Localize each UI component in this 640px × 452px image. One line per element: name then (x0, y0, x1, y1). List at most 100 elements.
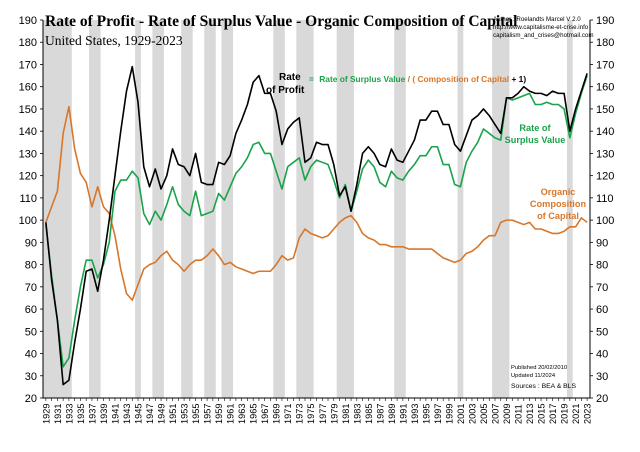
x-tick-label: 2011 (514, 404, 524, 424)
y-tick-label-right: 100 (596, 215, 614, 227)
annotation-rsv-line2: Surplus Value (505, 135, 566, 145)
x-tick-label: 1997 (433, 404, 443, 424)
recession-band (181, 20, 193, 398)
author-url: http://www.capitalisme-et-crise.info (493, 24, 589, 31)
x-tick-label: 1945 (134, 404, 144, 424)
x-tick-label: 1939 (99, 404, 109, 424)
y-tick-label-right: 190 (596, 15, 614, 27)
y-axis-left: 20 30 40 50 60 70 80 90 100 110 120 130 140 150 160 170… (19, 15, 43, 405)
x-tick-label: 1929 (41, 404, 51, 424)
sources-note: Sources : BEA & BLS (511, 383, 576, 390)
series-line-organic-composition-of-capital (45, 105, 588, 301)
x-tick-label: 1963 (237, 404, 247, 424)
y-tick-label-right: 20 (596, 393, 608, 405)
x-tick-label: 1969 (272, 404, 282, 424)
recession-band (89, 20, 101, 398)
recession-band (152, 20, 164, 398)
x-tick-label: 1971 (283, 404, 293, 424)
x-tick-label: 1949 (157, 404, 167, 424)
annotation-occ-line2: Composition (530, 199, 587, 209)
y-tick-label-left: 180 (19, 37, 37, 49)
annotation-rsv-line1: Rate of (519, 123, 551, 133)
legend-rate-of-profit-line1: Rate (279, 72, 301, 83)
legend-tail: + 1) (511, 74, 526, 84)
series-lines (45, 65, 588, 386)
x-tick-label: 1981 (341, 404, 351, 424)
y-tick-label-left: 110 (19, 193, 37, 205)
y-tick-label-right: 40 (596, 349, 608, 361)
x-tick-label: 2009 (502, 404, 512, 424)
x-tick-label: 1991 (398, 404, 408, 424)
recession-band (394, 20, 406, 398)
y-tick-label-left: 60 (25, 304, 37, 316)
recession-band (336, 20, 354, 398)
x-tick-label: 1995 (421, 404, 431, 424)
recession-band (566, 20, 573, 398)
x-tick-label: 1985 (364, 404, 374, 424)
x-tick-label: 1935 (76, 404, 86, 424)
y-tick-label-right: 50 (596, 326, 608, 338)
y-tick-label-right: 60 (596, 304, 608, 316)
x-tick-label: 1993 (410, 404, 420, 424)
recession-band (457, 20, 464, 398)
legend-rate-of-profit-line2: of Profit (266, 85, 305, 96)
x-tick-label: 1951 (168, 404, 178, 424)
x-tick-label: 1959 (214, 404, 224, 424)
chart-title: Rate of Profit - Rate of Surplus Value -… (45, 13, 518, 30)
x-tick-label: 2001 (456, 404, 466, 424)
annotation-occ-line1: Organic (541, 187, 576, 197)
x-tick-label: 1975 (306, 404, 316, 424)
y-tick-label-right: 130 (596, 148, 614, 160)
y-axis-right: 20 30 40 50 60 70 80 90 100 110 120 130 140 150 160 170… (590, 15, 614, 405)
recession-bands (43, 20, 573, 398)
x-tick-label: 1937 (87, 404, 97, 424)
y-tick-label-right: 70 (596, 282, 608, 294)
x-tick-label: 2005 (479, 404, 489, 424)
x-tick-label: 1947 (145, 404, 155, 424)
y-tick-label-right: 150 (596, 104, 614, 116)
y-tick-label-right: 180 (596, 37, 614, 49)
y-tick-label-left: 30 (25, 371, 37, 383)
y-tick-label-right: 90 (596, 237, 608, 249)
x-tick-label: 1979 (329, 404, 339, 424)
recession-band (221, 20, 234, 398)
y-tick-label-right: 80 (596, 260, 608, 272)
legend-equals: = (309, 74, 314, 84)
y-tick-label-left: 120 (19, 171, 37, 183)
y-tick-label-left: 150 (19, 104, 37, 116)
y-tick-label-left: 140 (19, 126, 37, 138)
x-tick-label: 1989 (387, 404, 397, 424)
y-tick-label-right: 110 (596, 193, 614, 205)
legend-composition-of-capital: Composition of Capital (417, 74, 509, 84)
x-tick-label: 1933 (64, 404, 74, 424)
author-email: capitalism_and_crises@hotmail.com (493, 32, 594, 39)
x-tick-label: 1931 (53, 404, 63, 424)
recession-band (273, 20, 285, 398)
x-tick-label: 2007 (490, 404, 500, 424)
x-tick-label: 1943 (122, 404, 132, 424)
recession-band (296, 20, 314, 398)
recession-band (492, 20, 510, 398)
x-axis: 1929 1931 1933 1935 1937 1939 1941 1943 1945 1947… (41, 398, 593, 424)
y-tick-label-right: 160 (596, 82, 614, 94)
y-tick-label-right: 140 (596, 126, 614, 138)
x-tick-label: 2015 (537, 404, 547, 424)
x-tick-label: 1977 (318, 404, 328, 424)
y-tick-label-left: 170 (19, 59, 37, 71)
updated-date: Updated 11/2024 (511, 373, 556, 379)
chart-subtitle: United States, 1929-2023 (45, 33, 183, 48)
x-tick-label: 1987 (375, 404, 385, 424)
y-tick-label-left: 160 (19, 82, 37, 94)
x-tick-label: 2013 (525, 404, 535, 424)
y-tick-label-left: 70 (25, 282, 37, 294)
published-date: Published 20/02/2010 (511, 365, 567, 371)
x-tick-label: 1955 (191, 404, 201, 424)
y-tick-label-right: 30 (596, 371, 608, 383)
y-tick-label-right: 120 (596, 171, 614, 183)
recession-band (204, 20, 216, 398)
x-tick-label: 1999 (444, 404, 454, 424)
annotation-occ-line3: of Capital (537, 211, 579, 221)
legend-rate-of-surplus-value: Rate of Surplus Value (319, 74, 405, 84)
x-tick-label: 1941 (110, 404, 120, 424)
